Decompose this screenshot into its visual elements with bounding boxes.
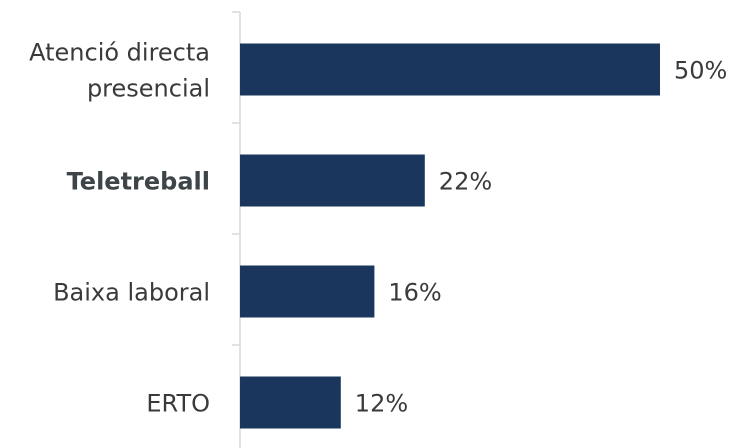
bars-group [240,43,660,429]
value-label-0: 50% [674,57,727,85]
category-label-0-line-1: presencial [87,75,210,103]
category-label-3-line-0: ERTO [146,390,210,418]
category-label-2: Baixa laboral [53,279,210,307]
value-label-2: 16% [388,279,441,307]
category-label-0: Atenció directa presencial [29,39,210,103]
category-label-1: Teletreball [67,168,210,196]
bar-1 [240,154,425,207]
category-label-0-line-0: Atenció directa [29,39,210,67]
value-label-3: 12% [355,390,408,418]
category-label-2-line-0: Baixa laboral [53,279,210,307]
category-label-3: ERTO [146,390,210,418]
category-labels-group: Atenció directa presencial Teletreball Baix… [29,39,210,418]
bar-0 [240,43,660,96]
value-label-1: 22% [439,168,492,196]
axis-ticks [232,11,240,346]
category-label-1-line-0: Teletreball [67,168,210,196]
bar-2 [240,265,375,318]
bar-3 [240,376,341,429]
value-labels-group: 50% 22% 16% 12% [355,57,728,418]
